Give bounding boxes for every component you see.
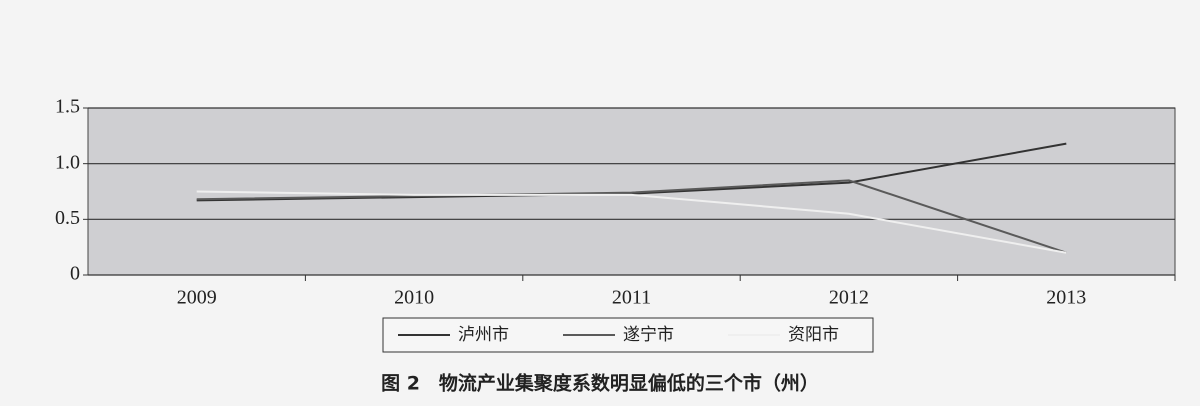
legend-label: 资阳市	[788, 325, 839, 345]
plot-area	[87, 107, 1176, 276]
y-tick-label: 1.0	[55, 151, 80, 173]
series-line	[196, 142, 1067, 202]
y-tick-label: 0.5	[55, 207, 80, 229]
legend-label: 遂宁市	[623, 325, 674, 345]
legend-box	[382, 317, 874, 353]
x-tick-label: 2013	[1046, 287, 1086, 309]
x-tick-label: 2010	[394, 287, 434, 309]
y-tick-label: 1.5	[55, 96, 80, 118]
x-tick-label: 2009	[177, 287, 217, 309]
series-line	[196, 179, 1067, 254]
x-tick-label: 2011	[612, 287, 651, 309]
series-line	[196, 190, 1067, 254]
legend-label: 泸州市	[458, 325, 509, 345]
chart-title: 图 2 物流产业集聚度系数明显偏低的三个市（州）	[381, 372, 819, 395]
y-tick-label: 0	[70, 263, 80, 285]
x-tick-label: 2012	[829, 287, 869, 309]
